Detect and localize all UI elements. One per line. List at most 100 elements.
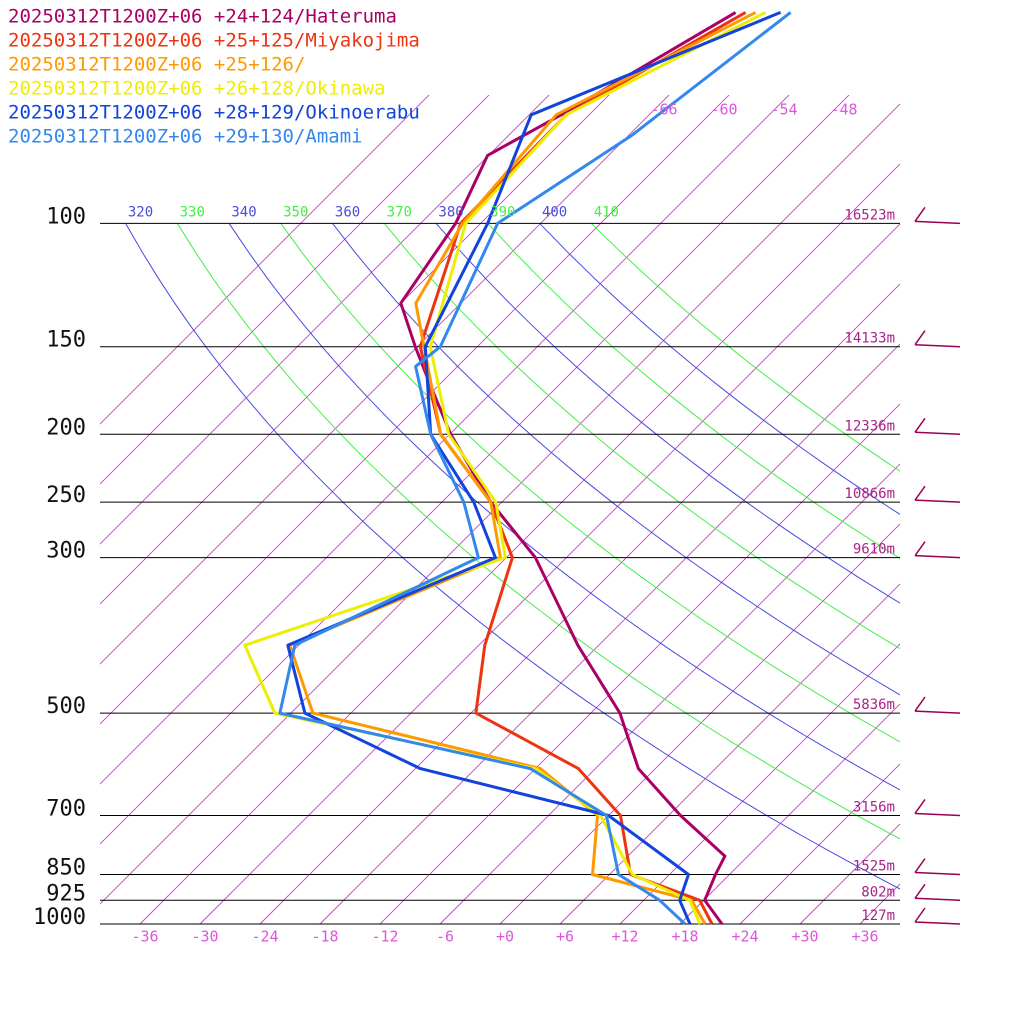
height-label: 127m (861, 908, 895, 924)
x-tick-label: -18 (311, 928, 338, 946)
isotherm (439, 463, 900, 925)
x-tick-label: +36 (851, 928, 878, 946)
top-tick-label: -54 (770, 101, 797, 119)
labels: 320 330 340 350 360 370 380 390 400 410 100 150 200 2… (8, 6, 895, 946)
isotherm (499, 523, 900, 925)
wind-barb (914, 907, 926, 923)
x-tick-label: -6 (436, 928, 454, 946)
adiabat-label: 410 (594, 204, 619, 220)
adiabat-label: 350 (283, 204, 308, 220)
temperature-profile (288, 11, 757, 925)
x-tick-label: -30 (191, 928, 218, 946)
isotherm (319, 343, 900, 925)
isotherm (100, 95, 490, 485)
wind-barb (914, 499, 961, 503)
isotherm (859, 883, 900, 925)
height-label: 5836m (853, 697, 895, 713)
wind-barb (914, 897, 961, 902)
adiabat-label: 380 (438, 204, 463, 220)
y-tick-label: 200 (46, 415, 86, 440)
dry-adiabat (487, 222, 900, 559)
x-tick-label: -36 (131, 928, 158, 946)
isotherm (100, 103, 900, 905)
wind-barb (914, 541, 926, 557)
top-tick-label: -48 (830, 101, 857, 119)
y-tick-label: 925 (46, 881, 86, 906)
y-tick-label: 1000 (33, 905, 86, 930)
x-tick-label: -12 (371, 928, 398, 946)
isotherm (799, 823, 900, 925)
isotherm (379, 403, 900, 925)
y-tick-label: 700 (46, 796, 86, 821)
profiles (243, 11, 792, 925)
isotherm (100, 95, 670, 665)
dry-adiabat (125, 223, 900, 890)
x-tick-label: +18 (671, 928, 698, 946)
wind-barb (914, 220, 961, 225)
temperature-profile (399, 11, 737, 925)
adiabat-label: 340 (231, 204, 256, 220)
y-tick-label: 500 (46, 694, 86, 719)
adiabat-label: 390 (490, 204, 515, 220)
height-label: 802m (861, 884, 895, 900)
height-label: 16523m (844, 207, 895, 223)
wind-barb (914, 858, 926, 873)
dry-adiabat (590, 222, 900, 472)
isotherm (100, 95, 730, 725)
dry-adiabat (228, 223, 900, 791)
wind-barb (914, 883, 926, 899)
isotherm (619, 643, 900, 925)
isotherm (100, 95, 790, 785)
height-label: 14133m (844, 331, 895, 347)
wind-barb (914, 343, 961, 348)
wind-barb (914, 799, 926, 814)
x-tick-label: +0 (496, 928, 514, 946)
legend-entry: 20250312T1200Z+06 +24+124/Hateruma (8, 6, 397, 28)
y-tick-label: 100 (46, 204, 86, 229)
top-tick-label: -66 (650, 101, 677, 119)
wind-barb (914, 871, 961, 876)
x-tick-label: +12 (611, 928, 638, 946)
wind-barb (914, 696, 926, 712)
height-label: 1525m (853, 859, 895, 875)
wind-barb (914, 921, 961, 925)
x-tick-label: -24 (251, 928, 278, 946)
wind-barb (914, 812, 961, 817)
temperature-profile (278, 11, 792, 925)
isotherm (259, 283, 900, 925)
adiabat-label: 370 (387, 204, 412, 220)
legend-entry: 20250312T1200Z+06 +25+125/Miyakojima (8, 30, 420, 52)
y-tick-label: 250 (46, 483, 86, 508)
isotherm (100, 95, 430, 425)
legend-entry: 20250312T1200Z+06 +26+128/Okinawa (8, 78, 386, 100)
isotherm (100, 95, 850, 845)
height-label: 12336m (844, 418, 895, 434)
pressure-levels (100, 206, 961, 925)
temperature-profile (243, 11, 767, 925)
legend-entry: 20250312T1200Z+06 +29+130/Amami (8, 126, 363, 148)
y-tick-label: 150 (46, 328, 86, 353)
adiabat-label: 400 (542, 204, 567, 220)
isotherm (739, 763, 900, 925)
dry-adiabat (280, 223, 900, 743)
isotherm (559, 583, 900, 925)
temperature-profile (286, 11, 782, 925)
wind-barb (914, 206, 926, 222)
isotherm (199, 223, 900, 925)
x-tick-label: +30 (791, 928, 818, 946)
adiabat-label: 320 (128, 204, 153, 220)
wind-barb (914, 485, 926, 501)
legend-entry: 20250312T1200Z+06 +25+126/ (8, 54, 305, 76)
wind-barb (914, 417, 926, 433)
adiabat-label: 330 (180, 204, 205, 220)
wind-barb (914, 710, 961, 714)
isotherm (100, 95, 610, 605)
wind-barb (914, 330, 926, 346)
y-tick-label: 850 (46, 856, 86, 881)
adiabat-label: 360 (335, 204, 360, 220)
legend-entry: 20250312T1200Z+06 +28+129/Okinoerabu (8, 102, 420, 124)
top-tick-label: -60 (710, 101, 737, 119)
isotherm (679, 703, 900, 925)
height-label: 10866m (844, 486, 895, 502)
